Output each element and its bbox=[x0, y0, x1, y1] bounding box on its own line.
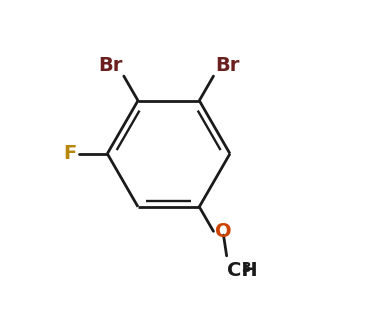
Text: Br: Br bbox=[98, 56, 122, 75]
Text: F: F bbox=[63, 144, 76, 163]
Text: 3: 3 bbox=[241, 261, 250, 275]
Text: O: O bbox=[215, 222, 232, 241]
Text: Br: Br bbox=[215, 56, 239, 75]
Text: CH: CH bbox=[226, 261, 257, 280]
